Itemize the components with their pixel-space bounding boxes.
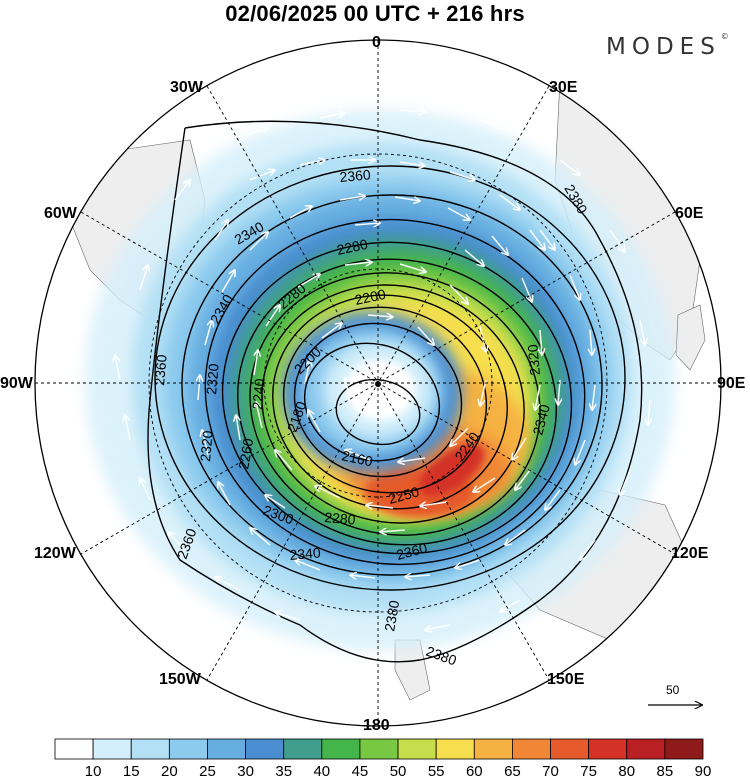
height-contours (147, 120, 643, 663)
contour-label: 2280 (324, 509, 357, 528)
colorbar-tick-label: 65 (504, 763, 521, 780)
reference-vector-label: 50 (666, 683, 680, 697)
colorbar-tick-label: 40 (313, 763, 331, 780)
contour-label: 2240 (249, 378, 268, 411)
colorbar-tick-label: 10 (84, 763, 102, 780)
lon-label-150w: 150W (159, 671, 201, 688)
colorbar-swatch (130, 738, 170, 760)
colorbar-swatch (54, 738, 94, 760)
pole-marker (375, 381, 381, 387)
lon-label-0: 0 (372, 34, 381, 51)
colorbar-tick-label: 55 (427, 763, 445, 780)
colorbar-swatch (207, 738, 246, 760)
lon-label-30e: 30E (549, 79, 578, 96)
colorbar-swatch (321, 738, 361, 760)
colorbar-tick-label: 20 (161, 763, 178, 780)
colorbar-swatch (550, 738, 590, 760)
colorbar-swatch (473, 738, 513, 760)
colorbar-tick-label: 30 (237, 763, 254, 780)
colorbar-tick-label: 25 (199, 763, 216, 780)
colorbar-swatch (512, 738, 551, 760)
lon-label-120e: 120E (671, 545, 709, 562)
colorbar-swatch (92, 738, 132, 760)
colorbar-tick-label: 45 (351, 763, 369, 780)
colorbar-swatch (435, 738, 475, 760)
contour-label: 2380 (381, 599, 402, 633)
contour-label: 2200 (353, 286, 387, 308)
colorbar-swatch (397, 738, 437, 760)
contour-label: 2360 (339, 166, 372, 185)
contour-label: 2320 (197, 430, 216, 463)
colorbar-swatch (245, 738, 285, 760)
colorbar-swatch (168, 738, 208, 760)
contour-label: 2250 (387, 483, 421, 507)
colorbar-tick-label: 15 (122, 763, 140, 780)
contour-label: 2380 (424, 643, 459, 669)
map-border (34, 39, 722, 727)
colorbar-swatch (588, 738, 628, 760)
colorbar-tick-label: 70 (542, 763, 559, 780)
colorbar-swatch (626, 738, 666, 760)
lon-label-180: 180 (363, 717, 390, 734)
colorbar-swatch (283, 738, 323, 760)
colorbar-swatch (664, 738, 704, 760)
colorbar-tick-label: 80 (618, 763, 636, 780)
contour-label: 2360 (151, 354, 170, 387)
brand-logo: MODES© (606, 32, 729, 60)
lon-label-90e: 90E (717, 375, 746, 392)
lon-label-90w: 90W (0, 375, 33, 392)
map-title: 02/06/2025 00 UTC + 216 hrs (225, 1, 525, 26)
contour-label: 2340 (529, 402, 553, 436)
colorbar-tick-label: 90 (694, 763, 712, 780)
contour-label: 2360 (395, 539, 429, 563)
colorbar-tick-label: 60 (465, 763, 483, 780)
colorbar-tick-label: 35 (275, 763, 293, 780)
madagascar (675, 304, 706, 371)
contour-label: 2280 (335, 236, 369, 258)
lon-label-120w: 120W (34, 545, 76, 562)
lon-label-60e: 60E (675, 205, 704, 222)
contour-label: 2160 (340, 447, 374, 469)
contour-label: 2320 (203, 363, 222, 396)
wind-arrows (115, 110, 650, 630)
colorbar-tick-label: 75 (580, 763, 597, 780)
colorbar (54, 738, 704, 760)
contour-label: 2260 (235, 437, 256, 471)
lon-label-150e: 150E (547, 671, 585, 688)
colorbar-tick-label: 50 (389, 763, 407, 780)
colorbar-tick-label: 85 (656, 763, 674, 780)
colorbar-swatch (359, 738, 399, 760)
contour-label: 2320 (524, 343, 543, 376)
lon-label-30w: 30W (170, 79, 203, 96)
lon-label-60w: 60W (44, 205, 77, 222)
contour-label: 2340 (289, 544, 322, 563)
wind-speed-shading (85, 110, 675, 650)
